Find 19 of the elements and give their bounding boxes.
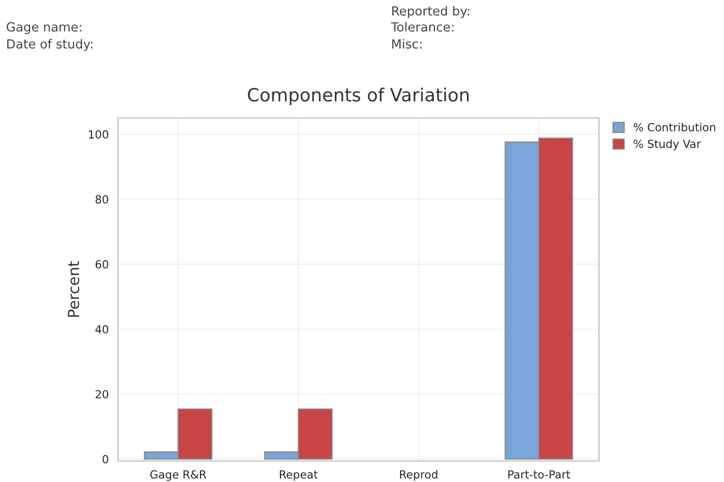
y-axis-title: Percent — [68, 261, 80, 317]
text: Misc: — [392, 38, 422, 49]
y-tick-label: 40 — [95, 325, 108, 334]
chart-title: Components of Variation — [248, 88, 469, 106]
text: Reported by: — [392, 6, 470, 18]
y-tick-label: 0 — [102, 455, 108, 464]
y-tick-label: 20 — [96, 390, 108, 398]
y-tick-label: 80 — [96, 195, 108, 204]
x-tick-label: Part-to-Part — [508, 470, 570, 479]
legend-label: % Study Var — [634, 139, 701, 150]
text: Date of study: — [7, 38, 92, 52]
legend-label: % Contribution — [634, 122, 716, 132]
y-tick-label: 100 — [88, 130, 108, 139]
y-tick-label: 60 — [96, 260, 108, 269]
x-tick-label: Gage R&R — [150, 470, 206, 481]
x-tick-label: Repeat — [280, 470, 318, 481]
text: Tolerance: — [390, 22, 454, 32]
text: Gage name: — [6, 22, 82, 34]
x-tick-label: Reprod — [400, 470, 438, 481]
